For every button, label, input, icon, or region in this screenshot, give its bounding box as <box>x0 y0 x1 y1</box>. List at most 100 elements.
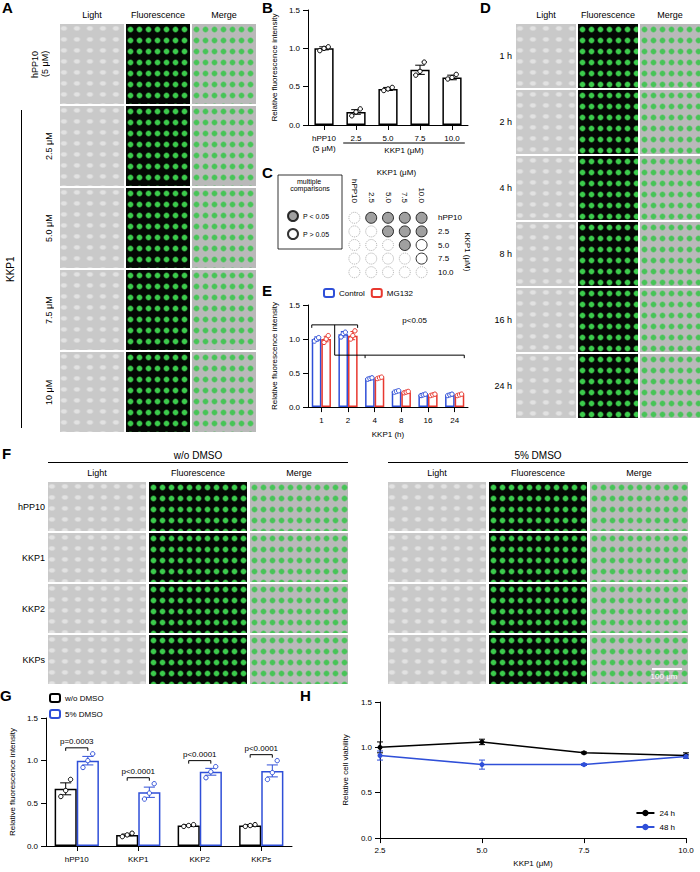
html-text:5.0 μM: 5.0 μM <box>44 214 54 242</box>
html-text:Light: Light <box>82 10 102 20</box>
svg-text:48 h: 48 h <box>659 823 675 832</box>
svg-text:hPP10: hPP10 <box>438 213 463 222</box>
svg-text:2.5: 2.5 <box>350 134 362 143</box>
svg-text:w/o DMSO: w/o DMSO <box>64 694 104 703</box>
html-text:10 μM: 10 μM <box>44 379 54 405</box>
svg-text:0.5: 0.5 <box>27 799 39 808</box>
svg-text:0.0: 0.0 <box>27 842 39 851</box>
svg-text:5.0: 5.0 <box>476 846 488 855</box>
svg-text:1.5: 1.5 <box>361 698 373 707</box>
svg-text:KKP2: KKP2 <box>190 855 211 864</box>
svg-text:2.5: 2.5 <box>438 227 450 236</box>
svg-text:7.5: 7.5 <box>438 254 450 263</box>
svg-text:KKP1 (h): KKP1 (h) <box>372 430 405 439</box>
svg-text:p<0.0001: p<0.0001 <box>183 750 217 759</box>
svg-text:P < 0.05: P < 0.05 <box>303 213 329 220</box>
html-text:G: G <box>0 687 12 704</box>
svg-text:2.5: 2.5 <box>374 846 386 855</box>
svg-text:0.0: 0.0 <box>289 121 301 130</box>
html-text:H: H <box>300 687 311 704</box>
svg-text:0.5: 0.5 <box>289 369 301 378</box>
svg-text:0.0: 0.0 <box>289 403 301 412</box>
html-text:KKP1: KKP1 <box>4 256 16 282</box>
svg-text:KKP1: KKP1 <box>128 855 149 864</box>
svg-text:7.5: 7.5 <box>578 846 590 855</box>
html-text:Merge: Merge <box>211 10 237 20</box>
svg-text:KKPs: KKPs <box>251 855 271 864</box>
svg-text:p<0.0001: p<0.0001 <box>121 767 155 776</box>
svg-text:1.0: 1.0 <box>289 44 301 53</box>
html-text:2.5 μM: 2.5 μM <box>44 132 54 160</box>
svg-text:p<0.05: p<0.05 <box>402 316 427 325</box>
svg-text:Relative fluorescence intensit: Relative fluorescence intensity <box>270 302 279 410</box>
svg-text:2: 2 <box>346 416 351 425</box>
html-text:B: B <box>262 0 273 16</box>
html-text:A: A <box>2 0 13 16</box>
html-text:hPP10: hPP10 <box>18 501 45 512</box>
html-text:Light: Light <box>536 10 556 20</box>
html-text:Merge: Merge <box>626 467 652 478</box>
svg-text:0.0: 0.0 <box>361 834 373 843</box>
html-text:5% DMSO: 5% DMSO <box>514 450 562 461</box>
svg-text:KKP1 (μM): KKP1 (μM) <box>513 859 553 868</box>
svg-text:10.0: 10.0 <box>417 187 426 203</box>
svg-text:p<0.0001: p<0.0001 <box>244 744 278 753</box>
svg-text:7.5: 7.5 <box>400 192 409 204</box>
svg-text:KKP1 (μM): KKP1 (μM) <box>377 168 417 177</box>
svg-text:hPP10: hPP10 <box>350 179 359 204</box>
svg-text:2.5: 2.5 <box>367 192 376 204</box>
svg-text:7.5: 7.5 <box>414 134 426 143</box>
svg-text:KKP1 (μM): KKP1 (μM) <box>384 146 424 155</box>
svg-text:Control: Control <box>339 289 365 298</box>
svg-text:10.0: 10.0 <box>678 846 694 855</box>
svg-text:Relative cell viability: Relative cell viability <box>341 734 350 806</box>
svg-text:1.0: 1.0 <box>27 756 39 765</box>
html-text:Fluorescence: Fluorescence <box>171 467 225 478</box>
svg-text:1.5: 1.5 <box>289 6 301 15</box>
html-text:hPP10 (5 μM): hPP10 (5 μM) <box>30 50 50 78</box>
svg-text:5.0: 5.0 <box>438 241 450 250</box>
html-text:Fluorescence: Fluorescence <box>581 10 635 20</box>
svg-text:10.0: 10.0 <box>438 268 454 277</box>
html-text:KKP1: KKP1 <box>22 552 45 563</box>
html-text:1 h: 1 h <box>499 51 512 61</box>
svg-text:MG132: MG132 <box>387 289 414 298</box>
svg-text:hPP10: hPP10 <box>65 855 90 864</box>
html-text:7.5 μM: 7.5 μM <box>44 296 54 324</box>
svg-text:Relative fluorescence intensit: Relative fluorescence intensity <box>270 13 279 121</box>
html-text:KKP2: KKP2 <box>22 603 45 614</box>
svg-text:1.5: 1.5 <box>289 301 301 310</box>
svg-text:5% DMSO: 5% DMSO <box>65 710 103 719</box>
svg-text:(5 μM): (5 μM) <box>312 144 336 153</box>
svg-text:24: 24 <box>450 416 459 425</box>
svg-text:hPP10: hPP10 <box>312 134 337 143</box>
svg-text:1.5: 1.5 <box>27 714 39 723</box>
svg-text:comparisons: comparisons <box>290 185 330 193</box>
svg-text:10.0: 10.0 <box>444 134 460 143</box>
html-text:D: D <box>480 0 491 16</box>
svg-text:1.0: 1.0 <box>289 335 301 344</box>
svg-text:0.5: 0.5 <box>289 82 301 91</box>
svg-text:Relative fluorescence intensit: Relative fluorescence intensity <box>8 728 17 836</box>
svg-text:5.0: 5.0 <box>384 192 393 204</box>
html-text:Light: Light <box>427 467 447 478</box>
svg-text:KKP1 (μM): KKP1 (μM) <box>463 232 472 272</box>
html-text:Merge: Merge <box>657 10 683 20</box>
svg-text:1: 1 <box>319 416 324 425</box>
svg-text:1.0: 1.0 <box>361 743 373 752</box>
svg-text:8: 8 <box>399 416 404 425</box>
html-text:w/o DMSO: w/o DMSO <box>173 450 223 461</box>
html-text:C: C <box>262 164 273 181</box>
html-text:Light: Light <box>87 467 107 478</box>
html-text:Fluorescence: Fluorescence <box>131 10 185 20</box>
html-text:KKPs: KKPs <box>22 654 45 665</box>
svg-text:P > 0.05: P > 0.05 <box>303 231 329 238</box>
svg-text:p=0.0003: p=0.0003 <box>60 737 94 746</box>
html-text:Merge: Merge <box>286 467 312 478</box>
svg-text:0.5: 0.5 <box>361 788 373 797</box>
svg-text:5.0: 5.0 <box>382 134 394 143</box>
svg-text:4: 4 <box>372 416 377 425</box>
html-text:Fluorescence: Fluorescence <box>511 467 565 478</box>
svg-text:16: 16 <box>424 416 433 425</box>
svg-text:24 h: 24 h <box>659 809 675 818</box>
